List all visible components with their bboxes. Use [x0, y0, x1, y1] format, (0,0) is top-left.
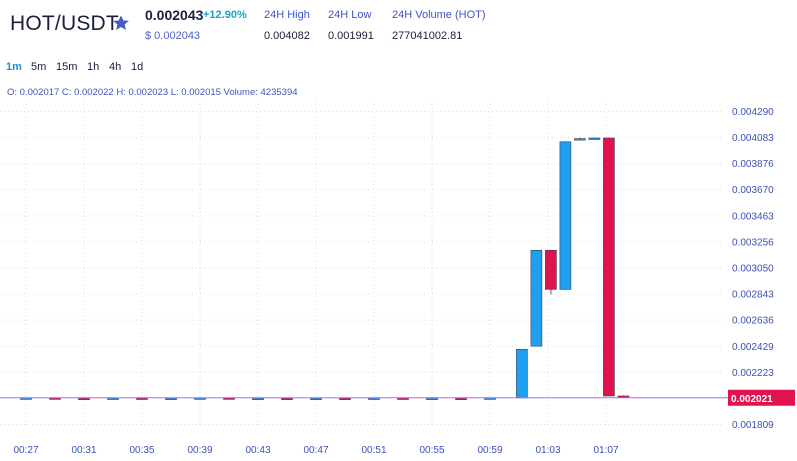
timeframe-4h[interactable]: 4h [109, 61, 122, 73]
x-tick-label: 00:39 [187, 445, 212, 456]
candle-down [603, 137, 615, 397]
usd-price: $ 0.002043 [145, 30, 201, 42]
y-tick-label: 0.004083 [732, 133, 774, 144]
candle-down [455, 397, 467, 400]
candle-up [165, 397, 177, 400]
y-tick-label: 0.002636 [732, 316, 774, 327]
candle-up [559, 141, 572, 290]
timeframe-5m[interactable]: 5m [31, 61, 47, 73]
y-tick-label: 0.001809 [732, 420, 774, 431]
x-tick-label: 01:03 [535, 445, 560, 456]
chart-axes: 0.004290 0.004083 0.003876 0.003670 0.003463… [13, 107, 774, 456]
x-tick-label: 00:35 [129, 445, 154, 456]
x-tick-label: 01:07 [593, 445, 618, 456]
last-price-label: 0.002021 [731, 394, 773, 405]
timeframe-1d[interactable]: 1d [131, 61, 144, 73]
y-tick-label: 0.003876 [732, 159, 774, 170]
stat-24h-low-label: 24H Low [328, 9, 372, 21]
stat-24h-high-value: 0.004082 [264, 30, 310, 42]
candle-up [588, 137, 601, 140]
price-change: +12.90% [203, 9, 247, 21]
y-tick-label: 0.003670 [732, 185, 774, 196]
x-tick-label: 00:43 [245, 445, 270, 456]
market-header: HOT/USDT 0.002043 +12.90% $ 0.002043 24H… [0, 0, 797, 56]
candle-down [545, 249, 557, 290]
x-tick-label: 00:47 [303, 445, 328, 456]
star-icon[interactable] [112, 14, 130, 32]
stat-24h-low-value: 0.001991 [328, 30, 374, 42]
x-tick-label: 00:59 [477, 445, 502, 456]
last-price-marker: 0.002021 [0, 389, 795, 406]
timeframe-1h[interactable]: 1h [87, 61, 100, 73]
candle-down [339, 397, 351, 400]
chart-grid [0, 100, 722, 425]
y-tick-label: 0.003256 [732, 237, 774, 248]
candle-down [78, 397, 90, 400]
stat-24h-volume-label: 24H Volume (HOT) [392, 9, 486, 21]
x-tick-label: 00:55 [419, 445, 444, 456]
stat-24h-volume-value: 277041002.81 [392, 30, 463, 42]
candle-up [574, 138, 586, 141]
y-tick-label: 0.003463 [732, 211, 774, 222]
stat-24h-high-label: 24H High [264, 9, 310, 21]
x-tick-label: 00:31 [71, 445, 96, 456]
timeframe-1m[interactable]: 1m [6, 61, 22, 73]
candle-down [281, 397, 293, 400]
candle-up [530, 249, 543, 347]
candles [20, 137, 630, 400]
last-price: 0.002043 [145, 7, 204, 23]
y-tick-label: 0.002843 [732, 290, 774, 301]
timeframe-15m[interactable]: 15m [56, 61, 78, 73]
y-tick-label: 0.002429 [732, 342, 774, 353]
y-tick-label: 0.003050 [732, 263, 774, 274]
y-tick-label: 0.002223 [732, 368, 774, 379]
pair-title: HOT/USDT [10, 12, 119, 35]
candle-up [310, 397, 322, 400]
candle-up [426, 397, 438, 400]
x-tick-label: 00:27 [13, 445, 38, 456]
y-tick-label: 0.004290 [732, 107, 774, 118]
ohlc-readout: O: 0.002017 C: 0.002022 H: 0.002023 L: 0… [7, 87, 298, 98]
x-tick-label: 00:51 [361, 445, 386, 456]
candle-up [252, 397, 264, 400]
candle-up [516, 349, 528, 399]
last-price-tag [728, 389, 795, 406]
candlestick-chart[interactable]: 0.004290 0.004083 0.003876 0.003670 0.003463… [0, 100, 797, 461]
